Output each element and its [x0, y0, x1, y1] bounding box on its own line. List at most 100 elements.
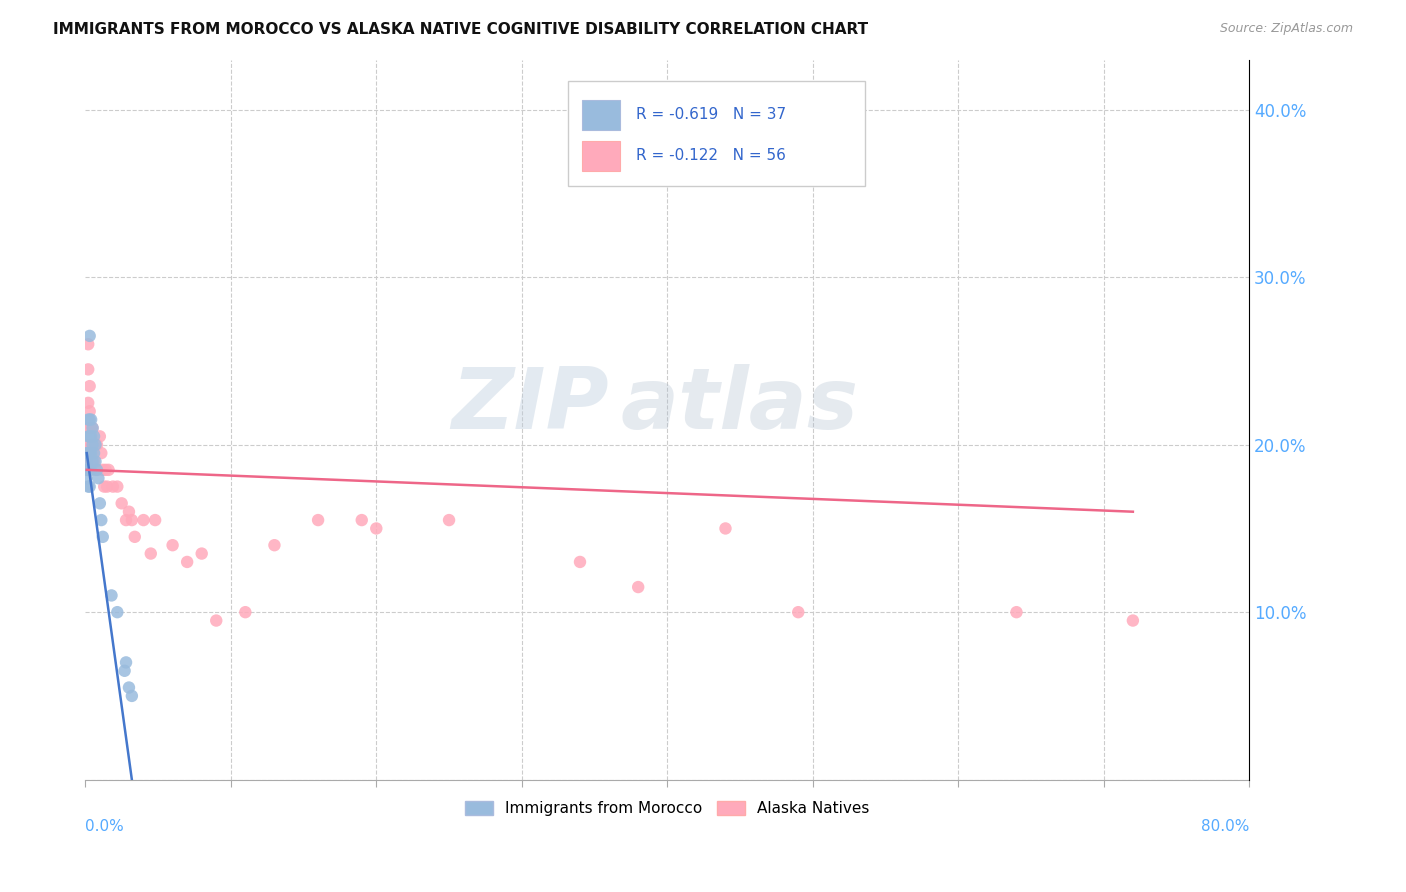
Point	[80, 429, 103, 443]
Point	[77, 421, 100, 435]
Point	[714, 521, 737, 535]
Point	[89, 429, 111, 443]
Point	[91, 530, 114, 544]
Text: 80.0%: 80.0%	[1201, 819, 1250, 834]
Point	[79, 329, 101, 343]
Point	[82, 438, 104, 452]
Point	[115, 513, 138, 527]
Point	[118, 505, 141, 519]
Point	[124, 530, 146, 544]
Point	[93, 480, 115, 494]
Point	[82, 454, 104, 468]
FancyBboxPatch shape	[568, 81, 865, 186]
Point	[76, 446, 98, 460]
Point	[77, 463, 100, 477]
Point	[350, 513, 373, 527]
Point	[235, 605, 257, 619]
Text: 0.0%: 0.0%	[86, 819, 124, 834]
Point	[82, 438, 104, 452]
Point	[77, 480, 100, 494]
Text: R = -0.619   N = 37: R = -0.619 N = 37	[636, 106, 786, 121]
Point	[80, 463, 103, 477]
Point	[105, 480, 128, 494]
Point	[76, 463, 98, 477]
Point	[176, 555, 198, 569]
Legend: Immigrants from Morocco, Alaska Natives: Immigrants from Morocco, Alaska Natives	[458, 795, 876, 822]
Point	[100, 589, 122, 603]
Point	[86, 438, 108, 452]
Point	[132, 513, 155, 527]
Point	[77, 429, 100, 443]
Point	[569, 555, 592, 569]
Point	[94, 463, 117, 477]
Point	[77, 412, 100, 426]
Point	[77, 446, 100, 460]
Point	[80, 454, 103, 468]
Point	[263, 538, 285, 552]
Point	[79, 412, 101, 426]
Point	[97, 463, 120, 477]
Point	[83, 429, 105, 443]
Point	[307, 513, 329, 527]
Point	[80, 412, 103, 426]
Point	[83, 454, 105, 468]
Point	[79, 446, 101, 460]
Point	[79, 480, 101, 494]
Point	[77, 396, 100, 410]
Point	[437, 513, 460, 527]
Point	[76, 471, 98, 485]
Point	[80, 421, 103, 435]
Point	[162, 538, 184, 552]
Point	[86, 463, 108, 477]
Point	[115, 656, 138, 670]
Point	[76, 446, 98, 460]
Point	[84, 454, 107, 468]
Point	[84, 438, 107, 452]
Point	[139, 547, 162, 561]
Point	[1122, 614, 1144, 628]
Point	[143, 513, 166, 527]
Point	[205, 614, 228, 628]
Point	[787, 605, 810, 619]
Text: ZIP: ZIP	[451, 364, 609, 447]
Point	[101, 480, 124, 494]
Point	[76, 454, 98, 468]
Point	[96, 480, 118, 494]
Point	[79, 463, 101, 477]
Point	[83, 446, 105, 460]
Text: Source: ZipAtlas.com: Source: ZipAtlas.com	[1219, 22, 1353, 36]
Point	[84, 463, 107, 477]
Point	[90, 446, 112, 460]
Point	[82, 454, 104, 468]
Point	[627, 580, 650, 594]
Point	[79, 429, 101, 443]
Point	[118, 681, 141, 695]
FancyBboxPatch shape	[582, 100, 620, 129]
Point	[79, 379, 101, 393]
Point	[79, 404, 101, 418]
FancyBboxPatch shape	[582, 141, 620, 170]
Point	[121, 689, 143, 703]
Point	[91, 463, 114, 477]
Point	[190, 547, 212, 561]
Point	[79, 446, 101, 460]
Point	[114, 664, 136, 678]
Text: R = -0.122   N = 56: R = -0.122 N = 56	[636, 147, 786, 162]
Text: atlas: atlas	[620, 364, 859, 447]
Point	[76, 438, 98, 452]
Point	[80, 438, 103, 452]
Point	[77, 337, 100, 351]
Point	[83, 438, 105, 452]
Point	[105, 605, 128, 619]
Text: IMMIGRANTS FROM MOROCCO VS ALASKA NATIVE COGNITIVE DISABILITY CORRELATION CHART: IMMIGRANTS FROM MOROCCO VS ALASKA NATIVE…	[53, 22, 869, 37]
Point	[76, 463, 98, 477]
Point	[121, 513, 143, 527]
Point	[77, 362, 100, 376]
Point	[89, 496, 111, 510]
Point	[1005, 605, 1028, 619]
Point	[111, 496, 134, 510]
Point	[82, 421, 104, 435]
Point	[84, 438, 107, 452]
Point	[86, 463, 108, 477]
Point	[366, 521, 388, 535]
